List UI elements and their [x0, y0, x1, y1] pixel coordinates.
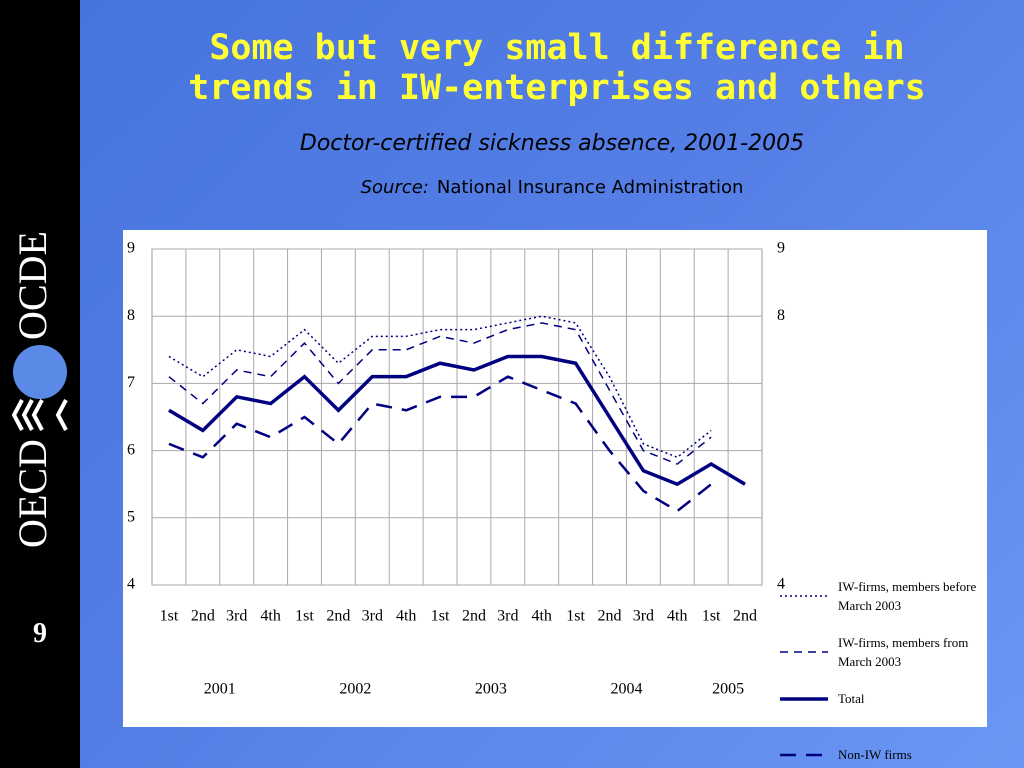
y-tick-label: 4 — [127, 576, 135, 593]
logo-mark — [13, 345, 67, 399]
x-group-label: 2002 — [339, 681, 371, 698]
logo-chevrons — [12, 399, 68, 431]
x-tick-label: 4th — [531, 608, 551, 625]
x-tick-label: 3rd — [633, 608, 654, 625]
slide-number: 9 — [33, 618, 47, 649]
title: Some but very small difference in trends… — [90, 28, 1024, 108]
subtitle: Doctor-certified sickness absence, 2001-… — [299, 131, 805, 156]
x-tick-label: 2nd — [191, 608, 215, 625]
x-tick-label: 1st — [295, 608, 314, 625]
chart-box: 4 5 6 7 8 9 4 8 9 1st 2nd 3rd 4th 1st 2nd 3rd 4th 1st 2nd 3… — [123, 230, 987, 762]
y-tick-label: 5 — [127, 508, 135, 525]
legend-swatch — [780, 595, 828, 597]
x-tick-label: 1st — [160, 608, 179, 625]
legend-label: Non-IW firms — [838, 747, 912, 762]
x-tick-label: 1st — [702, 608, 721, 625]
series-line — [168, 315, 712, 459]
x-tick-label: 3rd — [362, 608, 383, 625]
logo-text: OECD — [9, 439, 55, 548]
x-group-label: 2003 — [475, 681, 507, 698]
legend-label: Total — [838, 691, 865, 706]
series-line — [168, 354, 746, 487]
legend-swatch — [780, 696, 828, 701]
y-tick-label: 6 — [127, 441, 135, 458]
x-tick-label: 1st — [566, 608, 585, 625]
y2-tick-label: 8 — [777, 307, 785, 324]
x-tick-label: 2nd — [462, 608, 486, 625]
legend-entry: IW-firms, members from March 2003 — [778, 633, 983, 671]
x-group-label: 2004 — [610, 681, 642, 698]
sidebar: OECD OCDE 9 — [0, 0, 80, 768]
x-tick-label: 2nd — [598, 608, 622, 625]
source-label: Source: — [360, 177, 429, 198]
y-tick-label: 7 — [127, 374, 135, 391]
source: Source: National Insurance Administration — [80, 177, 1024, 198]
y-tick-label: 9 — [127, 240, 135, 257]
x-tick-label: 3rd — [226, 608, 247, 625]
source-text: National Insurance Administration — [436, 177, 744, 198]
chart: 4 5 6 7 8 9 4 8 9 1st 2nd 3rd 4th 1st 2nd 3rd 4th 1st 2nd 3… — [127, 240, 785, 698]
x-tick-label: 4th — [396, 608, 416, 625]
x-tick-label: 2nd — [733, 608, 757, 625]
legend-label: IW-firms, members from March 2003 — [838, 635, 969, 669]
legend-label: IW-firms, members before March 2003 — [838, 579, 977, 613]
x-tick-label: 1st — [431, 608, 450, 625]
legend-swatch — [780, 651, 828, 653]
y2-tick-label: 9 — [777, 240, 785, 257]
legend-entry: Total — [778, 689, 983, 708]
legend-entry: IW-firms, members before March 2003 — [778, 577, 983, 615]
x-tick-label: 4th — [667, 608, 687, 625]
title-text: Some but very small difference in trends… — [188, 28, 926, 108]
x-group-label: 2005 — [712, 681, 744, 698]
x-tick-label: 3rd — [497, 608, 518, 625]
legend-swatch — [780, 753, 828, 756]
x-tick-label: 4th — [260, 608, 280, 625]
series-line — [168, 322, 712, 465]
y2-tick-label: 4 — [777, 576, 785, 593]
x-tick-label: 2nd — [326, 608, 350, 625]
legend-entry: Non-IW firms — [778, 745, 983, 764]
y-tick-label: 8 — [127, 307, 135, 324]
x-group-label: 2001 — [204, 681, 236, 698]
series-line — [168, 375, 712, 513]
logo-text: OCDE — [9, 231, 55, 340]
